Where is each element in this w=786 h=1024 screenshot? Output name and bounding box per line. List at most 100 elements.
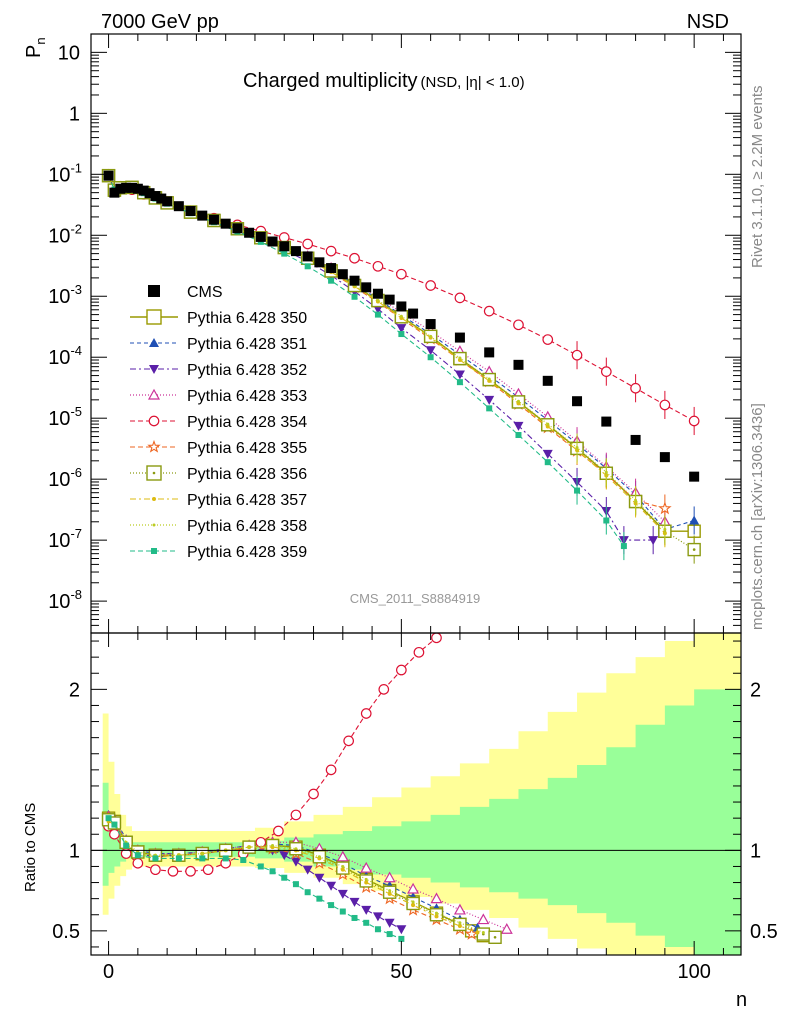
series-pythia-6-428-352-point <box>425 346 436 356</box>
legend-marker <box>149 338 159 347</box>
series-pythia-6-428-359-ratio-point <box>292 881 299 888</box>
marker-shape <box>396 664 407 676</box>
series-pythia-6-428-354-ratio-point <box>202 864 214 876</box>
cms-point <box>659 452 670 463</box>
series-pythia-6-428-354-ratio-point <box>290 809 302 821</box>
marker-shape <box>290 857 301 867</box>
marker-shape <box>457 924 462 929</box>
marker-shape <box>341 864 345 868</box>
cms-point <box>197 210 208 221</box>
series-pythia-6-428-358-ratio-point <box>458 921 462 925</box>
series-pythia-6-428-354-point <box>302 238 314 250</box>
series-pythia-6-428-357-ratio-point <box>340 867 345 872</box>
marker-shape <box>387 891 392 896</box>
y-tick-base: 10 <box>48 469 70 491</box>
y-axis-label: Pn <box>23 37 48 58</box>
marker-shape <box>634 498 638 502</box>
marker-shape <box>398 331 405 338</box>
y-tick-base: 10 <box>48 591 70 613</box>
marker-shape <box>202 864 214 876</box>
y-tick-label: 10-5 <box>48 404 82 430</box>
series-pythia-6-428-357-point <box>516 401 521 406</box>
marker-shape <box>167 865 179 877</box>
series-pythia-6-428-358-point <box>546 422 550 426</box>
marker-shape <box>148 415 160 427</box>
marker-shape <box>689 515 700 525</box>
series-pythia-6-428-357-ratio-point <box>387 891 392 896</box>
series-pythia-6-428-352-ratio-point <box>326 881 337 891</box>
legend-entry: Pythia 6.428 351 <box>130 336 307 353</box>
series-pythia-6-428-354-point <box>688 415 700 427</box>
series-pythia-6-428-359-main <box>105 172 627 561</box>
series-pythia-6-428-358-ratio-point <box>434 911 438 915</box>
series-pythia-6-428-357-ratio-point <box>434 914 439 919</box>
y-axis-label-main: P <box>23 45 45 58</box>
ratio-uncertainty-bands <box>102 633 741 955</box>
cms-point <box>150 191 161 202</box>
marker-shape <box>304 889 311 896</box>
cms-point <box>513 359 524 370</box>
marker-shape <box>411 900 415 904</box>
series-pythia-6-428-359-ratio-line <box>108 817 402 940</box>
marker-shape <box>513 319 524 331</box>
series-pythia-6-428-353-ratio-point <box>360 861 373 873</box>
marker-shape <box>386 931 393 938</box>
y-tick-exponent: -8 <box>70 587 82 602</box>
series-pythia-6-428-352-ratio-point <box>279 851 290 861</box>
marker-shape <box>659 399 671 411</box>
cms-point <box>255 231 266 242</box>
marker-shape <box>486 405 493 412</box>
cms-point <box>425 319 436 330</box>
series-pythia-6-428-359-ratio-point <box>398 935 405 942</box>
marker-shape <box>316 895 323 902</box>
marker-shape <box>152 497 156 501</box>
legend-label: Pythia 6.428 358 <box>187 518 307 535</box>
marker-shape <box>290 809 302 821</box>
legend-marker <box>147 439 161 453</box>
marker-shape <box>351 914 358 921</box>
y-tick-exponent: -3 <box>70 282 82 297</box>
series-pythia-6-428-354-point <box>396 268 407 280</box>
cms-point <box>314 257 325 268</box>
series-pythia-6-428-359-point <box>544 459 551 466</box>
marker-shape <box>411 903 416 908</box>
cms-point <box>302 251 313 262</box>
series-pythia-6-428-354-point <box>454 292 466 304</box>
series-pythia-6-428-358-point <box>399 314 403 318</box>
series-pythia-6-428-359-point <box>603 517 610 524</box>
y-tick-base: 1 <box>69 103 80 125</box>
legend-entry: Pythia 6.428 359 <box>130 544 307 561</box>
rivet-version-label: Rivet 3.1.10, ≥ 2.2M events <box>749 86 766 269</box>
series-pythia-6-428-350-main <box>101 168 701 546</box>
marker-shape <box>542 449 553 459</box>
y-tick-label: 10-1 <box>48 160 82 186</box>
legend-label: Pythia 6.428 350 <box>187 310 307 327</box>
marker-shape <box>123 842 130 849</box>
legend-entry: Pythia 6.428 350 <box>130 309 307 327</box>
series-pythia-6-428-351-main <box>103 170 700 544</box>
series-pythia-6-428-358-point <box>604 470 608 474</box>
series-pythia-6-428-359-ratio-point <box>123 842 130 849</box>
marker-shape <box>360 861 373 873</box>
cms-point <box>279 241 290 252</box>
series-pythia-6-428-354-point <box>571 349 583 361</box>
series-pythia-6-428-358-ratio-point <box>294 847 298 851</box>
marker-shape <box>571 349 583 361</box>
marker-shape <box>604 470 608 474</box>
marker-shape <box>134 852 141 859</box>
marker-shape <box>278 232 290 243</box>
marker-shape <box>149 338 159 347</box>
y-tick-label: 10-6 <box>48 465 82 491</box>
y-tick-base: 10 <box>48 347 70 369</box>
marker-shape <box>454 370 465 380</box>
cms-point <box>542 375 553 386</box>
marker-shape <box>427 354 434 361</box>
y-tick-label: 10-8 <box>48 587 82 613</box>
cms-point <box>396 301 407 312</box>
y-tick-base: 10 <box>48 225 70 247</box>
marker-shape <box>516 401 521 406</box>
marker-shape <box>349 897 360 907</box>
marker-shape <box>281 250 288 257</box>
series-pythia-6-428-354-point <box>372 260 384 272</box>
ratio-panel-frame <box>90 632 742 956</box>
